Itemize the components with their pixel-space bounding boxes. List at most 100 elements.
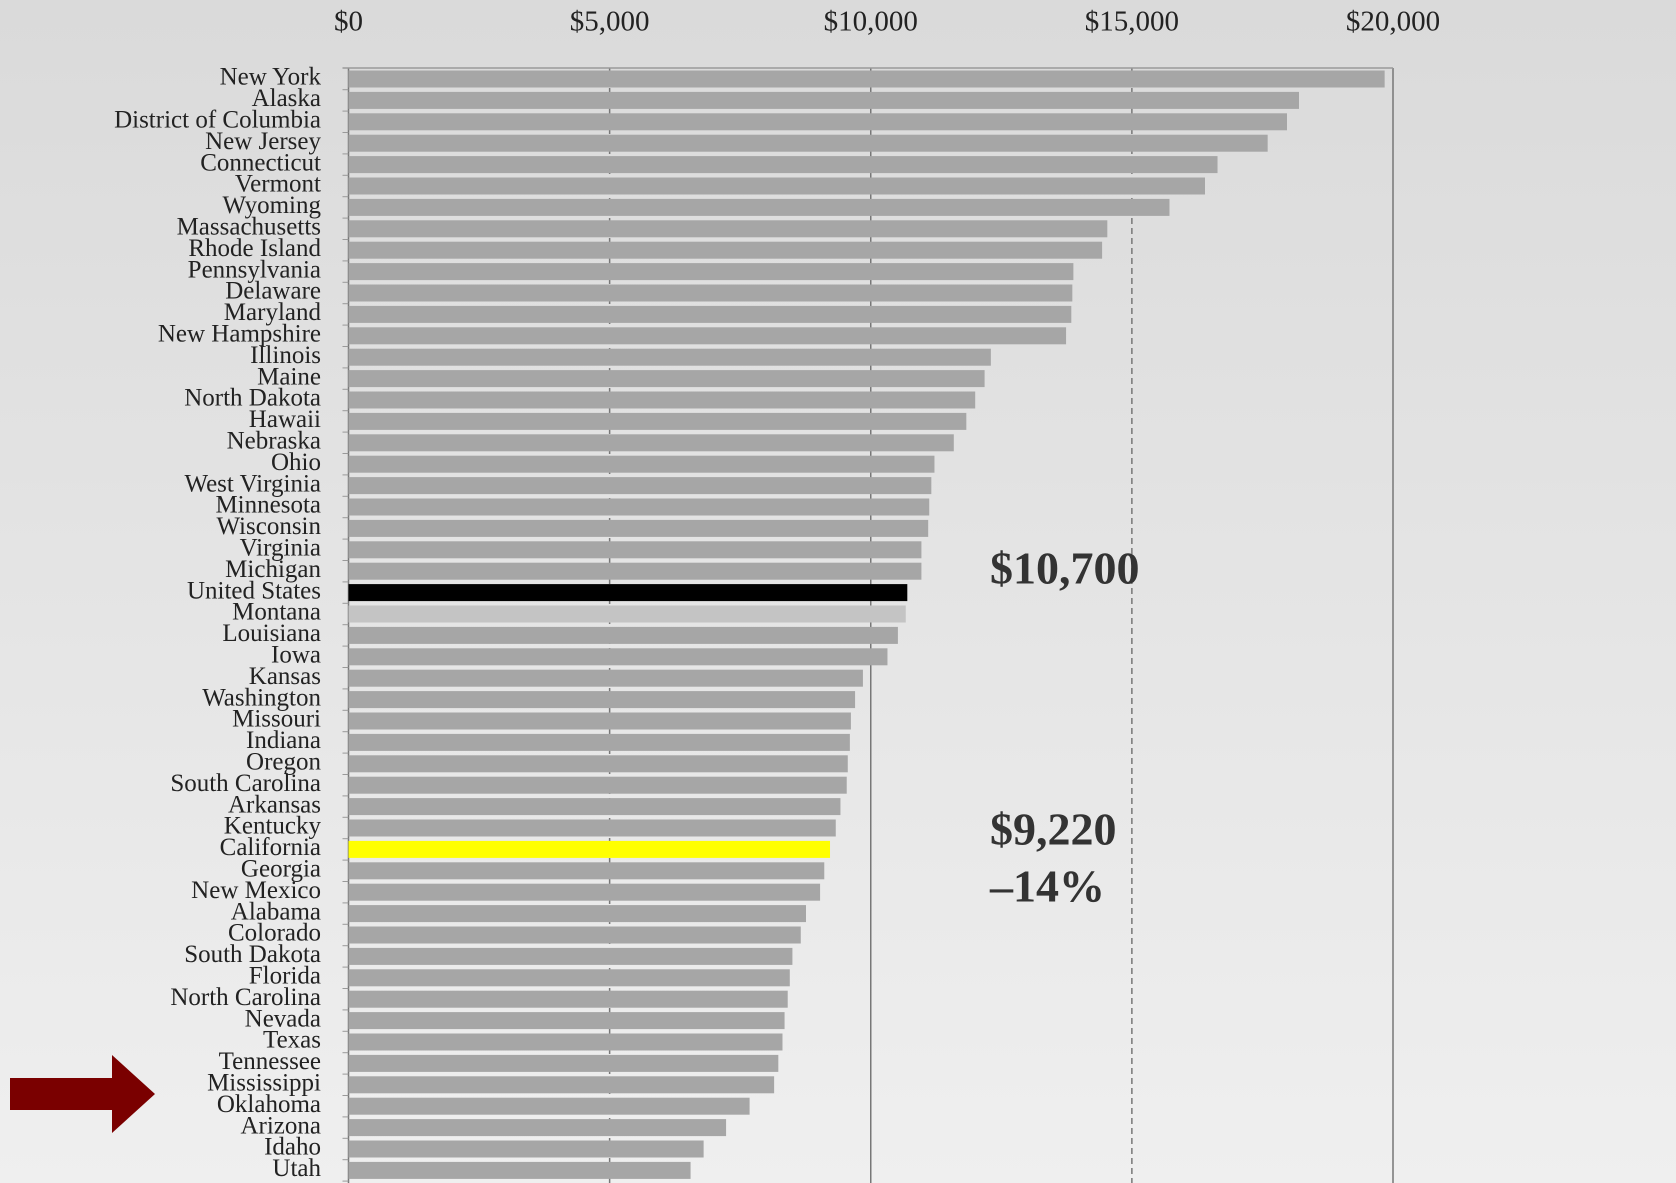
- y-tick-label: Kansas: [249, 663, 321, 690]
- bar: [348, 733, 850, 751]
- bar: [348, 284, 1073, 302]
- y-tick-label: South Carolina: [170, 770, 321, 797]
- bar: [348, 198, 1170, 216]
- y-tick-label: Alabama: [231, 898, 321, 925]
- y-tick-label: Iowa: [271, 642, 321, 669]
- bar: [348, 348, 991, 366]
- y-tick-label: Nebraska: [227, 428, 321, 455]
- y-tick-label: Mississippi: [207, 1070, 321, 1097]
- bar: [348, 70, 1385, 88]
- y-tick-label: Delaware: [225, 278, 321, 305]
- y-tick-label: New Mexico: [191, 877, 321, 904]
- bar: [348, 498, 930, 516]
- y-tick-label: Colorado: [228, 920, 321, 947]
- y-tick-label: Missouri: [232, 706, 321, 733]
- y-tick-label: Alaska: [252, 85, 321, 112]
- y-tick-label: West Virginia: [184, 470, 321, 497]
- y-tick-label: Tennessee: [219, 1048, 321, 1075]
- bar: [348, 755, 848, 773]
- bar: [348, 305, 1072, 323]
- y-tick-label: Oklahoma: [217, 1091, 321, 1118]
- y-tick-label: District of Columbia: [114, 107, 321, 134]
- y-tick-label: Pennsylvania: [188, 256, 321, 283]
- x-tick-label: $15,000: [1085, 6, 1179, 38]
- bar: [348, 134, 1268, 152]
- bar: [348, 541, 922, 559]
- y-tick-label: Washington: [202, 684, 321, 711]
- bar: [348, 947, 793, 965]
- bar: [348, 220, 1108, 238]
- y-tick-label: Utah: [272, 1155, 321, 1182]
- y-tick-label: Indiana: [246, 727, 321, 754]
- bar: [348, 691, 856, 709]
- bar: [348, 969, 790, 987]
- y-tick-label: Kentucky: [224, 813, 322, 840]
- y-tick-label: Arizona: [240, 1112, 321, 1139]
- bar: [348, 477, 932, 495]
- y-tick-label: Illinois: [250, 342, 321, 369]
- y-tick-label: New Jersey: [205, 128, 321, 155]
- y-tick-label: New York: [220, 64, 322, 91]
- bar: [348, 370, 985, 388]
- x-tick-label: $0: [334, 6, 363, 38]
- bar: [348, 648, 888, 666]
- y-tick-label: Montana: [232, 599, 321, 626]
- y-tick-label: Maine: [257, 363, 321, 390]
- bar: [348, 1161, 691, 1179]
- x-tick-label: $20,000: [1346, 6, 1440, 38]
- y-tick-label: Virginia: [240, 535, 321, 562]
- y-tick-label: Connecticut: [200, 149, 321, 176]
- y-tick-label: Ohio: [271, 449, 321, 476]
- y-tick-label: Louisiana: [222, 620, 321, 647]
- bar: [348, 990, 788, 1008]
- bar: [348, 883, 821, 901]
- bar: [348, 905, 806, 923]
- bar: [348, 327, 1067, 345]
- y-tick-label: California: [220, 834, 321, 861]
- bar: [348, 712, 851, 730]
- y-tick-label: North Carolina: [170, 984, 321, 1011]
- y-tick-label: Idaho: [264, 1134, 321, 1161]
- bar: [348, 1012, 785, 1030]
- arrow: [10, 1055, 155, 1133]
- bar: [348, 156, 1218, 174]
- bar: [348, 819, 836, 837]
- bar: [348, 1054, 779, 1072]
- y-tick-label: Georgia: [241, 856, 321, 883]
- bar: [348, 519, 929, 537]
- bar: [348, 1119, 727, 1137]
- bar: [348, 605, 906, 623]
- y-tick-label: Texas: [263, 1027, 321, 1054]
- bar: [348, 798, 841, 816]
- y-tick-label: Hawaii: [249, 406, 321, 433]
- y-tick-label: United States: [187, 577, 321, 604]
- bar: [348, 241, 1103, 259]
- bar: [348, 840, 831, 858]
- bar: [348, 1033, 783, 1051]
- annotation: $10,700: [990, 543, 1140, 594]
- annotation: $9,220: [990, 804, 1117, 855]
- bar: [348, 862, 825, 880]
- y-tick-label: Nevada: [245, 1005, 321, 1032]
- bar: [348, 91, 1299, 109]
- y-tick-label: Arkansas: [228, 791, 321, 818]
- bar: [348, 584, 908, 602]
- y-tick-label: Maryland: [224, 299, 322, 326]
- y-tick-label: Michigan: [225, 556, 321, 583]
- y-tick-label: Wisconsin: [216, 513, 321, 540]
- bar: [348, 562, 922, 580]
- annotation: –14%: [989, 861, 1105, 912]
- y-tick-label: North Dakota: [184, 385, 321, 412]
- y-tick-label: Wyoming: [223, 192, 322, 219]
- bar: [348, 177, 1205, 195]
- bar: [348, 926, 801, 944]
- bar: [348, 1140, 704, 1158]
- bar: [348, 1097, 750, 1115]
- y-tick-label: Vermont: [235, 171, 321, 198]
- bar: [348, 391, 976, 409]
- bar: [348, 669, 863, 687]
- y-tick-label: Minnesota: [215, 492, 321, 519]
- y-tick-label: Florida: [249, 963, 321, 990]
- y-tick-label: South Dakota: [184, 941, 321, 968]
